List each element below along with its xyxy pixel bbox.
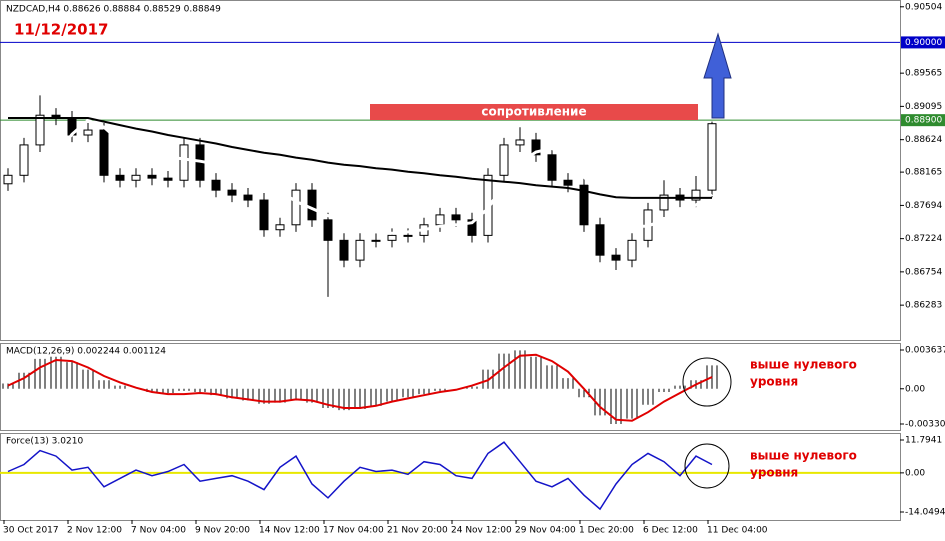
x-tick-label: 24 Nov 12:00 xyxy=(451,526,512,536)
candle-body xyxy=(99,129,109,176)
level-tag xyxy=(901,114,945,127)
level-label: 0.90000 xyxy=(905,38,942,48)
candle-body xyxy=(595,224,605,256)
candle-body xyxy=(115,174,125,181)
candle-body xyxy=(627,239,637,261)
y-tick-label: 11.7941 xyxy=(905,436,942,446)
candle-body xyxy=(339,239,349,261)
candle-body xyxy=(211,179,221,191)
x-tick-label: 6 Dec 12:00 xyxy=(643,526,698,536)
candle-body xyxy=(403,234,413,237)
candle-body xyxy=(275,224,285,231)
highlight-circle xyxy=(684,443,730,489)
level-label: 0.88900 xyxy=(905,116,942,126)
candle-body xyxy=(131,174,141,181)
x-tick-label: 9 Nov 20:00 xyxy=(195,526,250,536)
candle-body xyxy=(531,139,541,156)
resistance-label: сопротивление xyxy=(481,105,586,119)
candle-body xyxy=(291,189,301,226)
x-tick-label: 21 Nov 20:00 xyxy=(387,526,448,536)
macd-frame xyxy=(0,343,901,431)
force-line xyxy=(7,441,713,511)
up-arrow xyxy=(703,32,732,119)
y-tick-label: 0.003637 xyxy=(905,346,945,356)
level-tag xyxy=(901,36,945,49)
x-tick-label: 7 Nov 04:00 xyxy=(131,526,186,536)
x-tick-label: 2 Nov 12:00 xyxy=(67,526,122,536)
force-note: выше нулевого xyxy=(750,449,857,463)
x-tick-label: 1 Dec 20:00 xyxy=(579,526,634,536)
y-tick-label: 0.87694 xyxy=(905,201,942,211)
candle-body xyxy=(259,199,269,231)
x-tick-label: 29 Nov 04:00 xyxy=(515,526,576,536)
x-tick-label: 30 Oct 2017 xyxy=(3,526,59,536)
y-tick-label: 0.88165 xyxy=(905,168,942,178)
candle-body xyxy=(387,234,397,241)
moving-average xyxy=(38,118,713,235)
y-tick-label: 0.88624 xyxy=(905,135,942,145)
candle-body xyxy=(499,144,509,176)
resistance-box xyxy=(370,104,698,120)
y-tick-label: 0.86754 xyxy=(905,267,942,277)
candle-body xyxy=(659,194,669,211)
x-tick-label: 11 Dec 04:00 xyxy=(707,526,768,536)
y-tick-label: -0.003305 xyxy=(905,419,945,429)
candle-body xyxy=(707,123,717,191)
candle-body xyxy=(563,179,573,186)
macd-note: уровня xyxy=(750,375,798,389)
candle-body xyxy=(19,144,29,176)
candle-body xyxy=(355,239,365,261)
y-tick-label: 0.00 xyxy=(905,468,925,478)
candle-body xyxy=(371,239,381,242)
macd-note: выше нулевого xyxy=(750,358,857,372)
candle-body xyxy=(83,129,93,136)
candle-body xyxy=(227,189,237,196)
moving-average xyxy=(8,117,712,199)
candle-body xyxy=(483,174,493,236)
force-header: Force(13) 3.0210 xyxy=(6,437,83,447)
candle-body xyxy=(435,214,445,226)
x-tick-label: 14 Nov 12:00 xyxy=(259,526,320,536)
candle-body xyxy=(243,194,253,201)
candle-body xyxy=(163,177,173,181)
candle-body xyxy=(323,219,333,241)
candle-body xyxy=(3,174,13,185)
macd-header: MACD(12,26,9) 0.002244 0.001124 xyxy=(6,347,166,357)
force-note: уровня xyxy=(750,466,798,480)
candle-body xyxy=(179,144,189,181)
y-tick-label: -14.0494 xyxy=(905,508,945,518)
highlight-circle xyxy=(682,357,732,407)
y-tick-label: 0.87224 xyxy=(905,234,942,244)
candle-body xyxy=(547,154,557,181)
candle-body xyxy=(579,184,589,226)
y-tick-label: 0.89565 xyxy=(905,69,942,79)
candle-body xyxy=(467,219,477,236)
candle-body xyxy=(515,139,525,146)
candle-body xyxy=(35,114,45,146)
candle-body xyxy=(611,254,621,261)
force-frame xyxy=(0,433,901,521)
date-label: 11/12/2017 xyxy=(14,21,108,39)
candle-body xyxy=(451,214,461,221)
candle-body xyxy=(307,189,317,221)
signal-line xyxy=(7,353,713,422)
main-frame xyxy=(0,0,901,341)
candle-body xyxy=(691,189,701,201)
candle-body xyxy=(147,174,157,179)
symbol-header: NZDCAD,H4 0.88626 0.88884 0.88529 0.8884… xyxy=(6,5,221,15)
x-tick-label: 17 Nov 04:00 xyxy=(323,526,384,536)
y-tick-label: 0.89095 xyxy=(905,102,942,112)
y-tick-label: 0.90504 xyxy=(905,2,942,12)
y-tick-label: 0.86283 xyxy=(905,301,942,311)
y-tick-label: 0.00 xyxy=(905,384,925,394)
